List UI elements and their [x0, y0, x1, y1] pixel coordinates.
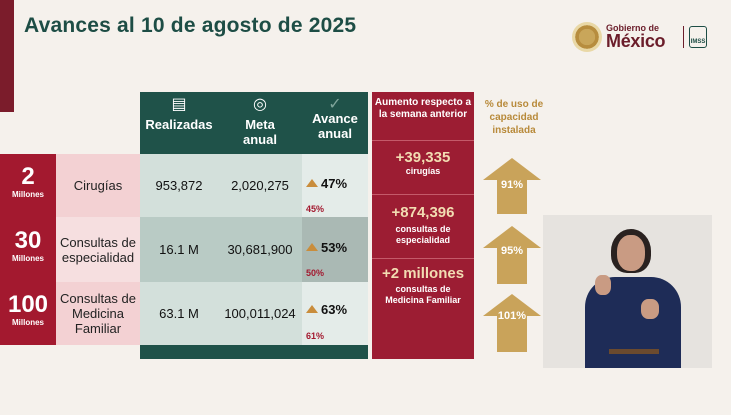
capacidad-arrow-especialidad: 95%: [483, 226, 541, 284]
row-count-value: 30: [14, 227, 42, 254]
gobierno-logo: Gobierno de México IMSS: [572, 22, 712, 54]
cell-realizadas: 953,872: [140, 154, 218, 217]
logo-mexico-text: México: [606, 31, 666, 51]
cell-avance: 47%: [306, 176, 347, 191]
row-name-medicina-familiar: Consultas de Medicina Familiar: [56, 282, 140, 345]
page-title: Avances al 10 de agosto de 2025: [24, 14, 357, 37]
left-accent-bar: [0, 0, 14, 112]
header-avance: ✓ Avance anual: [302, 92, 368, 154]
logo-gobierno-text: Gobierno de: [606, 23, 660, 33]
aumento-medicina-familiar: +2 millones consultas de Medicina Famili…: [372, 258, 474, 359]
aumento-especialidad: +874,396 consultas de especialidad: [372, 194, 474, 258]
row-count-unit: Millones: [11, 190, 44, 199]
capacidad-value: 91%: [500, 179, 524, 191]
row-count-value: 100: [7, 291, 49, 318]
capacidad-header: % de uso de capacidad instalada: [484, 99, 544, 136]
table-footer-bar: [140, 345, 368, 359]
interpreter-belt: [609, 349, 659, 354]
interpreter-face: [617, 235, 645, 271]
imss-logo-icon: IMSS: [689, 26, 707, 48]
arrow-stem: [497, 248, 527, 284]
cell-avance: 63%: [306, 302, 347, 317]
avance-value: 47%: [321, 176, 348, 191]
up-arrow-icon: [306, 243, 318, 251]
chart-board-icon: ▤: [171, 96, 187, 113]
aumento-cirugias: +39,335 cirugías: [372, 140, 474, 194]
logo-separator: [683, 26, 684, 48]
header-avance-line1: Avance: [312, 111, 358, 126]
arrow-stem: [497, 180, 527, 214]
row-count-cirugias: 2 Millones: [0, 154, 56, 217]
arrow-up-icon: [483, 226, 541, 248]
row-count-medicina-familiar: 100 Millones: [0, 282, 56, 345]
capacidad-arrow-cirugias: 91%: [483, 158, 541, 214]
capacidad-value: 95%: [500, 245, 524, 257]
cell-realizadas: 16.1 M: [140, 217, 218, 282]
avance-previous: 61%: [306, 331, 325, 341]
row-count-unit: Millones: [11, 318, 44, 327]
avance-value: 63%: [321, 302, 348, 317]
header-meta-line2: anual: [243, 132, 277, 147]
cell-avance-bg: [302, 282, 368, 345]
cell-meta: 2,020,275: [218, 154, 302, 217]
seal-icon: [572, 22, 602, 52]
capacidad-arrow-medicina-familiar: 101%: [483, 294, 541, 352]
avance-previous: 50%: [306, 268, 325, 278]
up-arrow-icon: [306, 305, 318, 313]
aumento-label: consultas de especialidad: [395, 224, 451, 245]
aumento-value: +39,335: [395, 149, 451, 166]
arrow-up-icon: [483, 294, 541, 316]
header-meta-line1: Meta: [245, 117, 275, 132]
cell-meta: 30,681,900: [218, 217, 302, 282]
aumento-value: +874,396: [391, 204, 455, 221]
row-name-cirugias: Cirugías: [56, 154, 140, 217]
check-icon: ✓: [328, 96, 342, 113]
sign-language-interpreter: [543, 215, 712, 368]
interpreter-hand: [595, 275, 611, 295]
capacidad-value: 101%: [497, 310, 527, 322]
aumento-label: consultas de Medicina Familiar: [385, 284, 461, 305]
aumento-label: cirugías: [405, 166, 441, 176]
row-count-value: 2: [21, 163, 35, 190]
cell-realizadas: 63.1 M: [140, 282, 218, 345]
cell-meta: 100,011,024: [218, 282, 302, 345]
avance-previous: 45%: [306, 204, 325, 214]
row-count-especialidad: 30 Millones: [0, 217, 56, 282]
interpreter-hand: [641, 299, 659, 319]
header-realizadas-label: Realizadas: [145, 117, 213, 132]
row-count-unit: Millones: [11, 254, 44, 263]
cell-avance: 53%: [306, 240, 347, 255]
target-icon: ◎: [253, 96, 267, 113]
row-name-especialidad: Consultas de especialidad: [56, 217, 140, 282]
up-arrow-icon: [306, 179, 318, 187]
avance-value: 53%: [321, 240, 348, 255]
aumento-header: Aumento respecto a la semana anterior: [372, 92, 474, 140]
header-avance-line2: anual: [318, 126, 352, 141]
header-meta: ◎ Meta anual: [218, 92, 302, 154]
arrow-stem: [497, 316, 527, 352]
aumento-value: +2 millones: [381, 265, 465, 282]
header-realizadas: ▤ Realizadas: [140, 92, 218, 154]
arrow-up-icon: [483, 158, 541, 180]
